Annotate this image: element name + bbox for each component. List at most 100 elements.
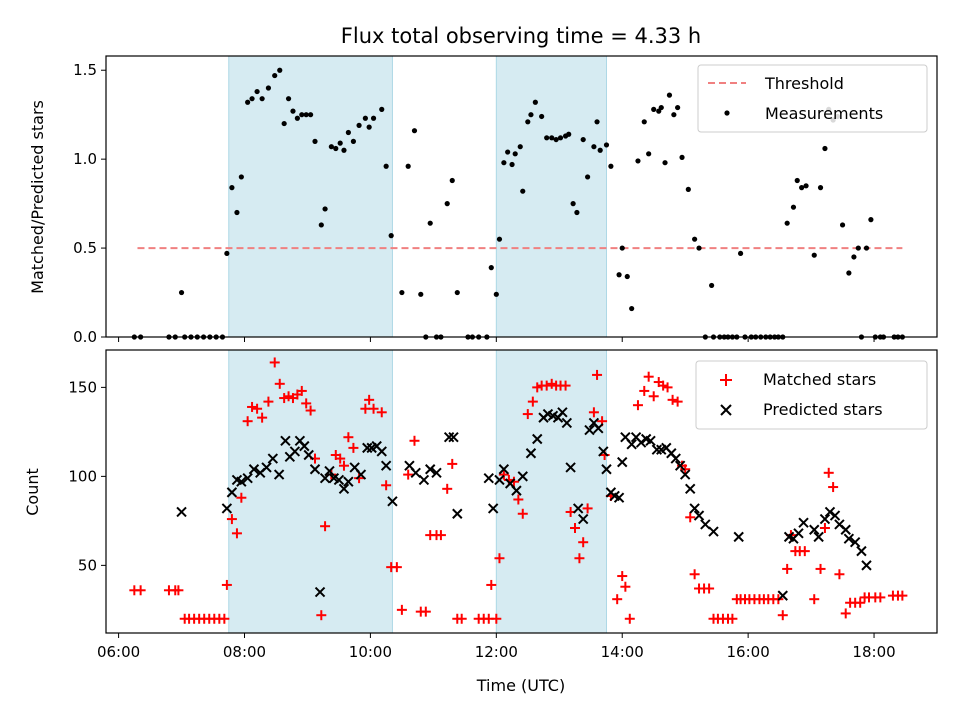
matched-star-marker [364, 394, 375, 405]
matched-star-marker [354, 473, 365, 484]
measurement-point [488, 265, 494, 271]
measurement-point [608, 163, 614, 169]
y-tick-label: 0.0 [73, 328, 97, 346]
matched-star-marker [513, 494, 524, 505]
predicted-star-marker [617, 456, 628, 468]
matched-star-marker [620, 581, 631, 592]
predicted-star-marker [809, 524, 820, 535]
threshold-legend-label: Threshold [764, 74, 844, 93]
marker-stroke [620, 432, 631, 443]
marker-stroke [557, 407, 568, 418]
y-tick-label: 1.0 [73, 150, 97, 168]
marker-stroke [280, 435, 291, 446]
marker-stroke [309, 464, 321, 475]
marker-stroke [371, 440, 382, 452]
marker-stroke [561, 417, 573, 429]
predicted-star-marker [483, 472, 494, 484]
predicted-star-marker [613, 492, 625, 503]
measurement-point [277, 67, 283, 73]
matched-star-marker [617, 571, 628, 582]
marker-stroke [261, 462, 272, 473]
x-tick-label: 16:00 [727, 643, 770, 661]
measurement-point [370, 115, 377, 121]
shaded-interval [495, 55, 607, 338]
marker-stroke [380, 460, 392, 471]
matched-star-marker [777, 610, 788, 621]
predicted-star-marker [843, 533, 855, 544]
x-tick-label: 06:00 [97, 643, 140, 661]
matched-star-marker [242, 416, 253, 427]
matched-star-marker [541, 380, 552, 391]
marker-stroke [410, 467, 421, 479]
matched-star-marker [135, 585, 146, 596]
measurement-point [557, 135, 564, 141]
measurement-point [594, 119, 600, 125]
measurement-point [254, 88, 260, 95]
matched-star-marker [396, 604, 407, 615]
matched-star-marker [672, 396, 683, 407]
matched-star-marker [834, 569, 845, 580]
matched-star-marker [221, 579, 232, 590]
top-y-ticks: 0.0 0.5 1.0 1.5 [73, 61, 106, 346]
measurement-point [855, 245, 861, 251]
measurements-legend-swatch [724, 110, 730, 116]
bottom-x-ticks: 06:00 08:00 10:00 12:00 14:00 16:00 18:00 [97, 633, 896, 661]
marker-stroke [176, 506, 187, 518]
matched-star-marker [420, 606, 431, 617]
marker-stroke [226, 487, 238, 498]
marker-stroke [598, 446, 609, 457]
predicted-star-marker [861, 560, 872, 571]
predicted-star-marker [517, 471, 528, 482]
bottom-legend: Matched stars Predicted stars [695, 360, 928, 430]
predicted-star-marker [309, 464, 321, 475]
measurement-point [692, 236, 698, 242]
predicted-star-marker [273, 469, 285, 480]
measurement-point [574, 209, 580, 216]
marker-stroke [314, 586, 326, 598]
matched-star-marker [667, 394, 678, 405]
measurement-point [846, 270, 852, 276]
bottom-panel: 50 100 150 06:00 08:00 10:00 12:00 14:00 16:00 1… [23, 349, 938, 695]
measurement-point [259, 96, 265, 102]
matched-star-marker [257, 412, 268, 423]
measurement-point [651, 106, 657, 112]
marker-stroke [849, 537, 861, 548]
measurement-point [737, 250, 744, 257]
predicted-star-marker [557, 407, 568, 418]
measurement-point [597, 147, 603, 153]
matched-star-marker [680, 464, 691, 475]
top-legend-box [697, 64, 928, 133]
matched-star-marker [348, 442, 359, 453]
matched-star-marker [522, 409, 533, 420]
measurement-point [696, 245, 702, 251]
measurement-point [646, 151, 652, 157]
x-axis-label: Time (UTC) [476, 676, 565, 695]
predicted-star-marker [793, 528, 804, 539]
matched-star-marker [247, 401, 258, 412]
marker-stroke [679, 469, 691, 480]
marker-stroke [355, 469, 367, 480]
matched-star-marker [338, 460, 349, 471]
y-tick-label: 0.5 [73, 239, 97, 257]
marker-stroke [651, 444, 663, 455]
predicted-star-marker [601, 464, 612, 475]
predicted-star-marker [242, 472, 253, 484]
marker-stroke [861, 560, 872, 571]
predicted-star-marker [494, 474, 505, 486]
matched-star-marker [574, 553, 585, 564]
matched-star-marker [498, 469, 509, 480]
matched-star-marker [252, 403, 263, 414]
marker-stroke [601, 464, 612, 475]
measurement-point [685, 186, 691, 192]
measurement-point [666, 92, 673, 98]
top-axes-frame [105, 55, 938, 338]
measurement-point [272, 72, 278, 79]
matched-star-marker [320, 521, 331, 532]
predicted-star-marker [733, 531, 744, 543]
marker-stroke [635, 437, 647, 448]
measurement-point [290, 108, 296, 114]
measurement-point [851, 254, 857, 260]
matched-star-marker [335, 453, 346, 464]
x-tick-label: 10:00 [349, 643, 392, 661]
